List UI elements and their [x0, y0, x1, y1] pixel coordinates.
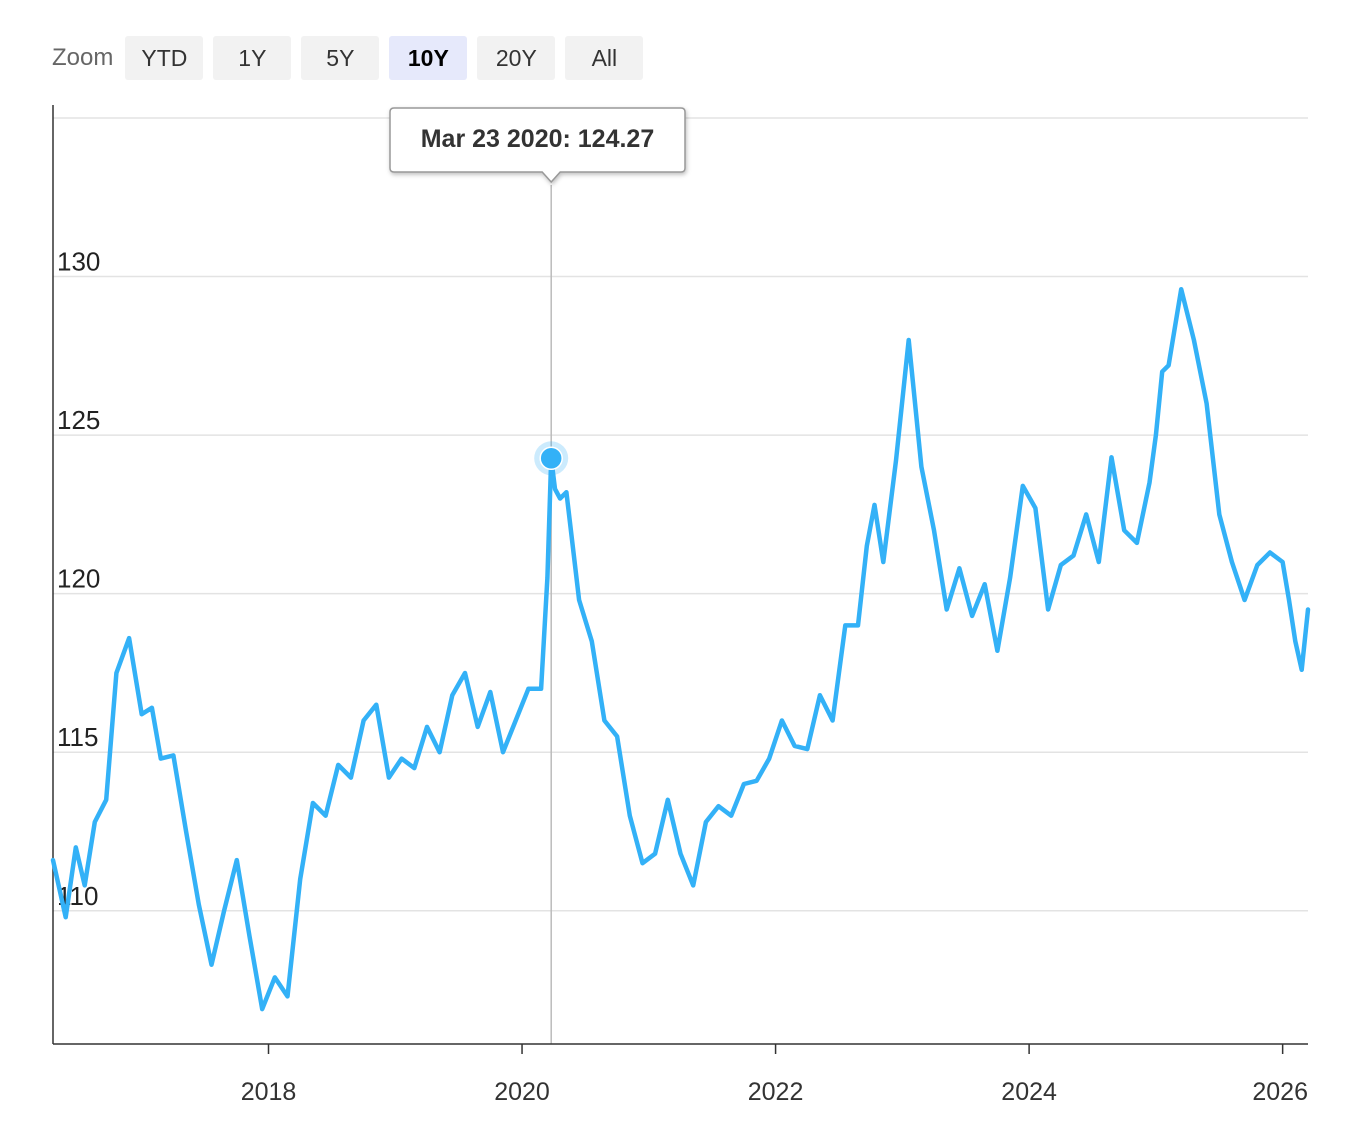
zoom-5y-button[interactable]: 5Y	[301, 36, 380, 80]
tooltip-text: Mar 23 2020: 124.27	[421, 125, 655, 153]
gridlines	[53, 117, 1308, 1044]
zoom-label: Zoom	[52, 44, 114, 71]
zoom-ytd-button[interactable]: YTD	[125, 36, 204, 80]
x-tick-label-2022: 2022	[748, 1078, 804, 1106]
zoom-all-button[interactable]: All	[565, 36, 644, 80]
x-tick-label-2024: 2024	[1001, 1078, 1057, 1106]
y-tick-label-120: 120	[57, 564, 100, 594]
tooltip-box	[389, 107, 686, 184]
x-axis: 2018 2020 2022 2024 2026	[53, 1043, 1308, 1106]
y-tick-label-115: 115	[57, 722, 98, 752]
series-line	[50, 286, 1311, 1012]
x-tick-label-2026: 2026	[1252, 1078, 1308, 1106]
x-tick-label-2018: 2018	[241, 1078, 297, 1106]
series-group	[50, 286, 1311, 1012]
tooltip: Mar 23 2020: 124.27	[389, 107, 686, 184]
y-tick-label-125: 125	[57, 405, 100, 435]
zoom-20y-button[interactable]: 20Y	[477, 36, 556, 80]
y-tick-label-130: 130	[57, 247, 100, 277]
zoom-10y-button[interactable]: 10Y	[389, 36, 468, 80]
x-tick-label-2020: 2020	[494, 1078, 550, 1106]
zoom-toolbar: Zoom YTD 1Y 5Y 10Y 20Y All	[52, 36, 644, 80]
highlight-point	[539, 446, 563, 471]
zoom-1y-button[interactable]: 1Y	[213, 36, 292, 80]
